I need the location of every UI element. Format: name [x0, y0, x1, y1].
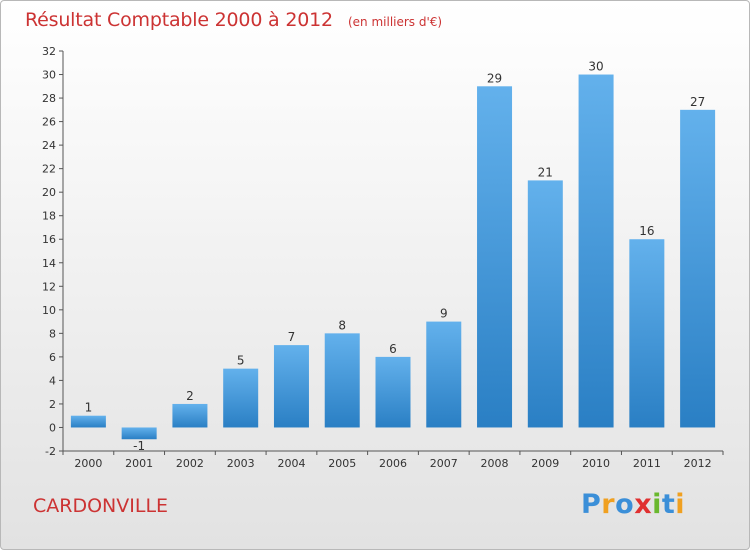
data-label-2005: 8 [338, 318, 346, 332]
bar-2008[interactable] [477, 86, 513, 428]
town-name: CARDONVILLE [33, 495, 169, 517]
logo-letter: i [675, 489, 686, 520]
x-tick-label: 2001 [125, 457, 153, 470]
x-tick-label: 2004 [277, 457, 305, 470]
data-label-2002: 2 [186, 389, 194, 403]
x-tick-label: 2002 [176, 457, 204, 470]
x-tick-label: 2006 [379, 457, 407, 470]
y-tick-label: 6 [49, 351, 56, 364]
bar-2004[interactable] [273, 345, 309, 428]
x-tick-label: 2003 [227, 457, 255, 470]
y-tick-label: 14 [42, 257, 56, 270]
data-label-2003: 5 [237, 354, 245, 368]
logo-letter: i [652, 489, 662, 520]
x-tick-label: 2007 [430, 457, 458, 470]
logo-letter: P [581, 489, 602, 520]
x-tick-label: 2005 [328, 457, 356, 470]
bar-2007[interactable] [426, 321, 462, 428]
y-tick-label: 2 [49, 398, 56, 411]
chart-subtitle: (en milliers d'€) [347, 15, 443, 29]
y-tick-label: 32 [42, 45, 56, 58]
y-tick-label: 4 [49, 374, 56, 387]
data-label-2008: 29 [487, 71, 502, 85]
y-tick-label: 18 [42, 210, 56, 223]
data-label-2010: 30 [588, 60, 603, 74]
bars-group [70, 74, 716, 440]
y-tick-label: 30 [42, 69, 56, 82]
y-tick-label: 16 [42, 233, 56, 246]
bar-2003[interactable] [223, 368, 259, 428]
bar-2000[interactable] [70, 415, 106, 428]
y-tick-label: 12 [42, 280, 56, 293]
data-label-2004: 7 [288, 330, 296, 344]
y-tick-label: 28 [42, 92, 56, 105]
bar-2012[interactable] [680, 109, 716, 428]
y-tick-label: 26 [42, 116, 56, 129]
x-tick-label: 2008 [481, 457, 509, 470]
proxiti-logo[interactable]: Proxiti [581, 489, 685, 520]
data-label-2001: -1 [133, 439, 145, 453]
logo-letter: o [615, 489, 635, 520]
x-tick-label: 2012 [684, 457, 712, 470]
y-tick-label: 20 [42, 186, 56, 199]
y-tick-label: 0 [49, 421, 56, 434]
data-label-2007: 9 [440, 307, 448, 321]
bar-2005[interactable] [324, 333, 360, 428]
x-tick-label: 2011 [633, 457, 661, 470]
y-tick-label: 8 [49, 327, 56, 340]
data-label-2009: 21 [538, 165, 553, 179]
logo-letter: x [634, 489, 653, 520]
title-block: Résultat Comptable 2000 à 2012 (en milli… [25, 9, 442, 31]
bar-2011[interactable] [629, 239, 665, 428]
bar-2001[interactable] [121, 427, 157, 440]
bar-2002[interactable] [172, 403, 208, 428]
y-tick-label: -2 [45, 445, 56, 458]
bar-2006[interactable] [375, 356, 411, 428]
bar-2010[interactable] [578, 74, 614, 428]
logo-letter: r [601, 489, 616, 520]
x-tick-label: 2010 [582, 457, 610, 470]
x-axis: 2000 2001 2002 2003 2004 2005 2006 2007 2008 2009… [62, 450, 724, 470]
data-label-2006: 6 [389, 342, 397, 356]
data-label-2012: 27 [690, 95, 705, 109]
logo-letter: t [661, 489, 676, 520]
chart-title: Résultat Comptable 2000 à 2012 [25, 9, 333, 31]
y-tick-label: 22 [42, 163, 56, 176]
y-tick-label: 10 [42, 304, 56, 317]
data-label-2000: 1 [85, 401, 93, 415]
bar-2009[interactable] [527, 180, 563, 428]
x-tick-label: 2009 [531, 457, 559, 470]
data-labels-group: 1 -1 2 5 7 8 6 9 29 21 30 16 27 [85, 60, 706, 454]
y-tick-label: 24 [42, 139, 56, 152]
x-tick-label: 2000 [74, 457, 102, 470]
data-label-2011: 16 [639, 224, 654, 238]
